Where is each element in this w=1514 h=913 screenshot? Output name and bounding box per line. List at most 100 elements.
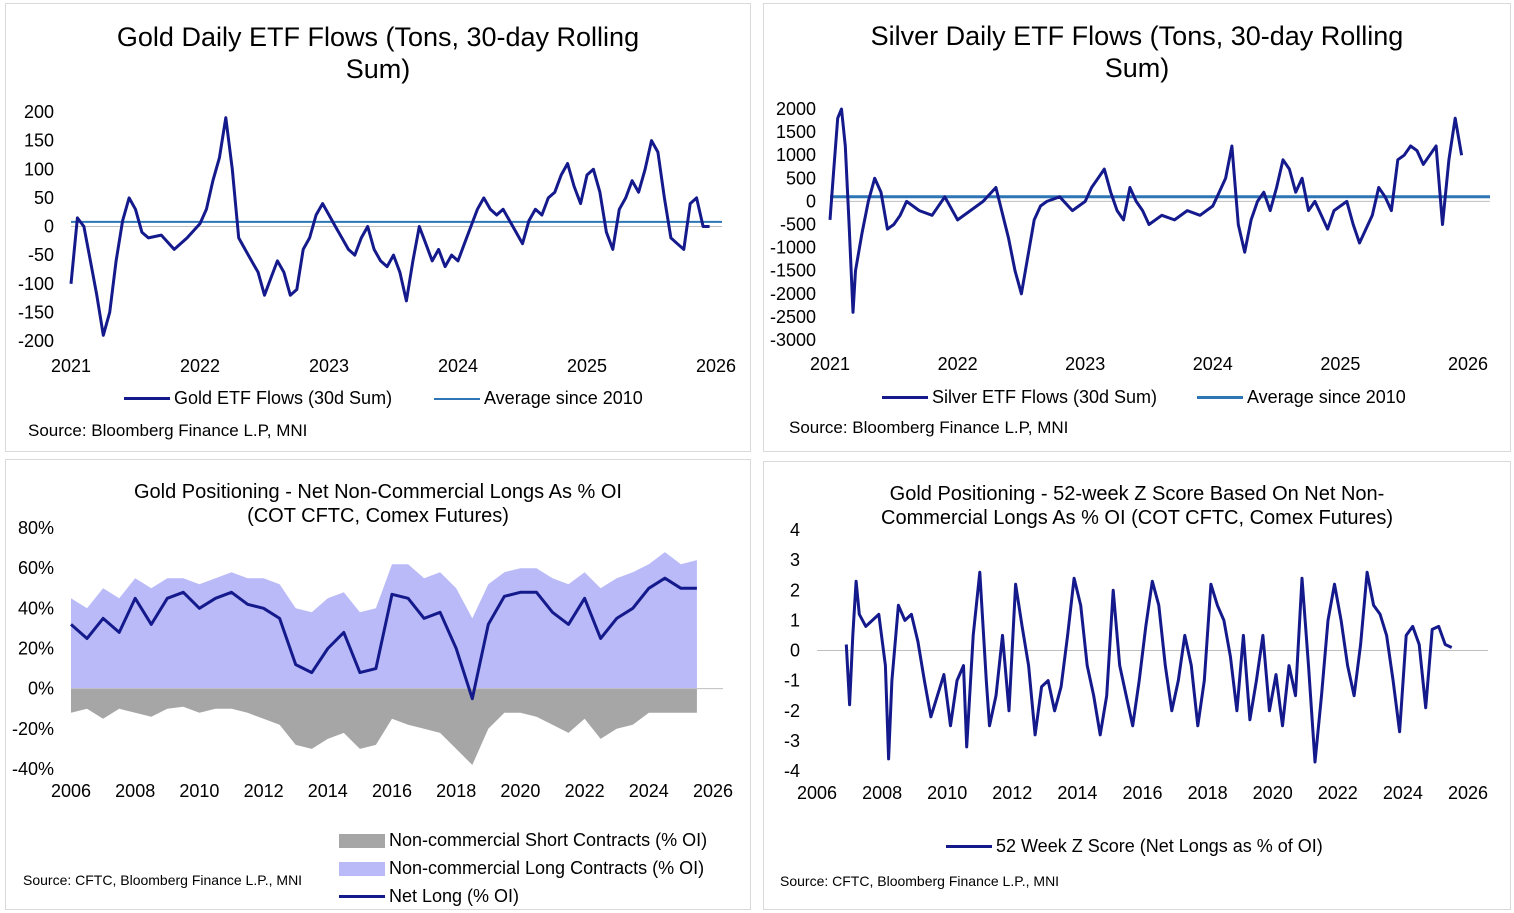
- x-tick-label: 2021: [51, 356, 91, 376]
- x-tick-label: 2022: [180, 356, 220, 376]
- x-tick-label: 2010: [927, 783, 967, 803]
- x-tick-label: 2023: [309, 356, 349, 376]
- short-contracts-area: [71, 688, 697, 765]
- y-tick-label: -20%: [12, 719, 54, 739]
- y-tick-label: 1000: [776, 145, 816, 165]
- y-tick-label: 0: [790, 641, 800, 661]
- y-tick-label: 200: [24, 102, 54, 122]
- x-tick-label: 2024: [629, 781, 669, 801]
- silver-etf-chart: 2000 1500 1000 500 0 -500 -1000 -1500 -2000 -2500…: [770, 99, 1490, 374]
- y-tick-label: -3000: [770, 330, 816, 350]
- x-tick-label: 2016: [372, 781, 412, 801]
- legend-cot-short: Non-commercial Short Contracts (% OI): [339, 830, 707, 851]
- series-line: [844, 570, 1453, 764]
- gold-cot-chart: 80% 60% 40% 20% 0% -20% -40%2006 2008 2010 2012 20…: [12, 518, 733, 801]
- legend-swatch-line: [1197, 396, 1243, 399]
- y-tick-label: -2000: [770, 284, 816, 304]
- x-tick-label: 2022: [1318, 783, 1358, 803]
- y-tick-label: 4: [790, 520, 800, 540]
- x-tick-label: 2022: [938, 354, 978, 374]
- x-tick-label: 2010: [179, 781, 219, 801]
- series-line: [69, 116, 710, 337]
- y-tick-label: 0%: [28, 679, 54, 699]
- x-tick-label: 2012: [244, 781, 284, 801]
- legend-swatch-line: [124, 397, 170, 400]
- y-tick-label: 2000: [776, 99, 816, 119]
- gold-z-title: Gold Positioning - 52-week Z Score Based…: [881, 483, 1393, 529]
- y-tick-label: 50: [34, 188, 54, 208]
- legend-cot-net: Net Long (% OI): [339, 886, 519, 907]
- legend-swatch-line: [339, 895, 385, 898]
- y-tick-label: -3: [784, 731, 800, 751]
- y-tick-label: -500: [780, 215, 816, 235]
- x-tick-label: 2025: [567, 356, 607, 376]
- legend-cot-long: Non-commercial Long Contracts (% OI): [339, 858, 704, 879]
- y-tick-label: 1: [790, 610, 800, 630]
- y-tick-label: -4: [784, 761, 800, 781]
- y-tick-label: 80%: [18, 518, 54, 538]
- legend-swatch-line: [434, 397, 480, 400]
- gold-cot-title: Gold Positioning - Net Non-Commercial Lo…: [134, 481, 622, 527]
- long-contracts-area: [71, 552, 697, 689]
- legend-z-series: 52 Week Z Score (Net Longs as % of OI): [946, 836, 1323, 857]
- y-tick-label: -150: [18, 302, 54, 322]
- gold-z-source: Source: CFTC, Bloomberg Finance L.P., MN…: [780, 873, 1060, 889]
- x-tick-label: 2024: [1193, 354, 1233, 374]
- x-tick-label: 2008: [115, 781, 155, 801]
- legend-swatch-line: [946, 845, 992, 848]
- gold-z-panel: Gold Positioning - 52-week Z Score Based…: [763, 461, 1511, 910]
- y-tick-label: 500: [786, 168, 816, 188]
- gold-etf-chart: 200 150 100 50 0 -50 -100 -150 -200 2021 2022 2023 2…: [18, 102, 736, 376]
- series-line: [828, 107, 1464, 314]
- x-tick-label: 2026: [1448, 354, 1488, 374]
- x-tick-label: 2008: [862, 783, 902, 803]
- legend-gold-etf-average: Average since 2010: [434, 388, 643, 409]
- y-tick-label: -2500: [770, 307, 816, 327]
- y-tick-label: 150: [24, 131, 54, 151]
- x-tick-label: 2006: [51, 781, 91, 801]
- x-tick-label: 2014: [1057, 783, 1097, 803]
- x-tick-label: 2018: [1188, 783, 1228, 803]
- y-tick-label: -1: [784, 671, 800, 691]
- legend-swatch-box: [339, 861, 385, 876]
- y-tick-label: 3: [790, 550, 800, 570]
- silver-etf-panel: Silver Daily ETF Flows (Tons, 30-day Rol…: [763, 3, 1511, 452]
- x-tick-label: 2023: [1065, 354, 1105, 374]
- x-tick-label: 2026: [693, 781, 733, 801]
- x-tick-label: 2025: [1320, 354, 1360, 374]
- x-tick-label: 2026: [1448, 783, 1488, 803]
- legend-swatch-line: [882, 396, 928, 399]
- net-long-line: [70, 576, 697, 701]
- y-tick-label: 40%: [18, 598, 54, 618]
- x-tick-label: 2026: [696, 356, 736, 376]
- gold-cot-panel: Gold Positioning - Net Non-Commercial Lo…: [5, 459, 751, 910]
- y-tick-label: 20%: [18, 639, 54, 659]
- x-tick-label: 2021: [810, 354, 850, 374]
- y-tick-label: 1500: [776, 122, 816, 142]
- y-tick-label: -2: [784, 701, 800, 721]
- y-tick-label: 0: [44, 217, 54, 237]
- legend-swatch-box: [339, 833, 385, 848]
- y-tick-label: -50: [28, 245, 54, 265]
- gold-etf-panel: Gold Daily ETF Flows (Tons, 30-day Rolli…: [5, 3, 751, 452]
- x-tick-label: 2014: [308, 781, 348, 801]
- gold-etf-source: Source: Bloomberg Finance L.P, MNI: [28, 421, 308, 440]
- x-tick-label: 2018: [436, 781, 476, 801]
- x-tick-label: 2020: [500, 781, 540, 801]
- x-tick-label: 2024: [1383, 783, 1423, 803]
- legend-silver-etf-average: Average since 2010: [1197, 387, 1406, 408]
- y-tick-label: 2: [790, 580, 800, 600]
- gold-etf-title: Gold Daily ETF Flows (Tons, 30-day Rolli…: [116, 22, 640, 85]
- silver-etf-source: Source: Bloomberg Finance L.P, MNI: [789, 418, 1069, 437]
- y-tick-label: 60%: [18, 558, 54, 578]
- silver-etf-title: Silver Daily ETF Flows (Tons, 30-day Rol…: [870, 21, 1404, 84]
- legend-silver-etf-series: Silver ETF Flows (30d Sum): [882, 387, 1157, 408]
- y-tick-label: -100: [18, 274, 54, 294]
- x-tick-label: 2020: [1253, 783, 1293, 803]
- x-tick-label: 2006: [797, 783, 837, 803]
- x-tick-label: 2016: [1122, 783, 1162, 803]
- y-tick-label: 0: [806, 191, 816, 211]
- x-tick-label: 2024: [438, 356, 478, 376]
- y-tick-label: 100: [24, 159, 54, 179]
